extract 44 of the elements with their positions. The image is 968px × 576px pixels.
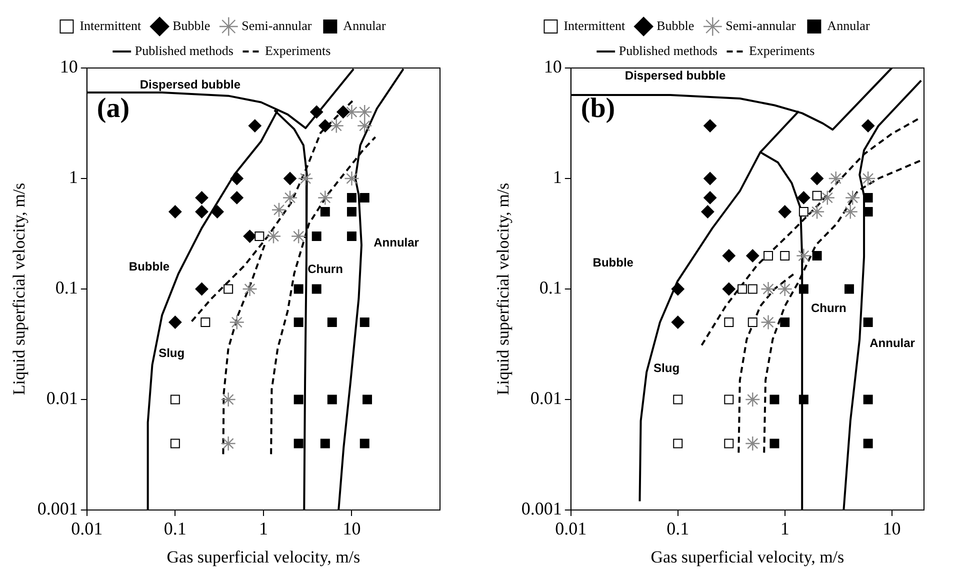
legend-label: Intermittent: [564, 18, 626, 33]
text: (a): [96, 93, 130, 124]
legend-label: Bubble: [172, 18, 210, 33]
legend-label: Semi-annular: [242, 18, 312, 33]
y-axis-title: Liquid superficial velocity, m/s: [10, 182, 29, 396]
y-tick-label: 0.01: [530, 388, 562, 408]
annotation: Annular: [374, 235, 420, 250]
x-axis-title: Gas superficial velocity, m/s: [650, 547, 844, 566]
y-tick-label: 1: [552, 167, 562, 188]
y-tick-label: 0.01: [46, 388, 78, 408]
legend-label: Experiments: [264, 42, 331, 58]
text: (b): [580, 93, 616, 124]
legend-label: Bubble: [656, 18, 694, 33]
legend-label: Experiments: [748, 42, 815, 58]
annotation: Annular: [870, 336, 916, 350]
y-tick-label: 10: [60, 56, 78, 77]
annotation: Slug: [158, 346, 185, 360]
annotation: Churn: [308, 262, 343, 276]
x-tick-label: 1: [780, 518, 790, 539]
y-tick-label: 0.001: [37, 498, 78, 519]
annotation: Slug: [654, 360, 680, 375]
x-tick-label: 10: [882, 518, 901, 539]
annotation: Dispersed bubble: [140, 78, 241, 92]
y-tick-label: 0.1: [539, 278, 562, 298]
legend-label: Published methods: [618, 42, 718, 58]
annotation: Bubble: [592, 256, 634, 270]
x-axis-title: Gas superficial velocity, m/s: [166, 547, 360, 566]
annotation: Bubble: [128, 260, 170, 274]
annotation: Churn: [811, 301, 846, 316]
legend-label: Semi-annular: [726, 18, 796, 33]
y-tick-label: 1: [68, 167, 78, 188]
x-tick-label: 1: [258, 518, 268, 539]
legend-label: Intermittent: [80, 18, 142, 33]
y-tick-label: 0.001: [521, 498, 562, 519]
y-tick-label: 0.1: [55, 278, 78, 298]
y-tick-label: 10: [544, 56, 562, 77]
y-axis-title: Liquid superficial velocity, m/s: [494, 182, 513, 396]
x-tick-label: 0.1: [164, 518, 186, 539]
x-tick-label: 0.1: [666, 518, 690, 539]
legend-label: Annular: [827, 18, 870, 33]
annotation: Dispersed bubble: [624, 68, 726, 82]
legend-label: Published methods: [134, 42, 234, 58]
x-tick-label: 10: [342, 518, 361, 539]
legend-label: Annular: [343, 18, 386, 33]
